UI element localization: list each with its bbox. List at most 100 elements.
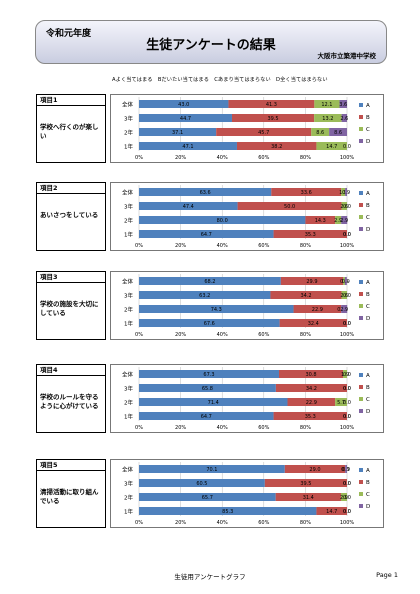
legend-label: D [366,139,370,145]
item-question: 清掃活動に取り組んでいる [40,488,99,505]
data-label: 65.7 [202,495,213,501]
item-number: 項目5 [37,460,105,471]
bar-segment-a [139,291,271,299]
legend-swatch-b [359,115,363,119]
x-tick-label: 100% [340,155,355,161]
data-label: 0.9 [340,279,348,285]
item-label-box: 項目4 学校のルールを守るように心がけている [36,364,106,433]
x-tick-label: 100% [340,332,355,338]
legend-swatch-d [359,227,363,231]
data-label: 1.9 [339,190,347,196]
x-tick-label: 20% [175,155,186,161]
item-question: 学校の施設を大切にしている [40,300,99,317]
bar-segment-a [139,114,232,122]
data-label: 47.1 [182,144,193,150]
bar-segment-b [264,479,347,487]
category-label: 1年 [124,508,133,516]
bar-segment-a [139,398,288,406]
page-number: Page 1 [376,571,398,579]
data-label: 74.3 [211,307,222,313]
legend-swatch-c [359,397,363,401]
legend-label: B [366,480,370,486]
bar-segment-c [341,291,347,299]
data-label: 2.6 [340,116,348,122]
legend-label: C [366,215,370,221]
bar-segment-a [139,370,279,378]
x-tick-label: 60% [258,155,269,161]
item-label-box: 項目2 あいさつをしている [36,182,106,251]
legend-label: C [366,397,370,403]
bar-segment-a [139,100,229,108]
legend-swatch-a [359,191,363,195]
data-label: 37.1 [172,130,183,136]
bar-segment-d [329,128,347,136]
legend-swatch-b [359,385,363,389]
data-label: 2.9 [334,218,342,224]
legend-label: A [366,191,370,197]
bar-segment-b [271,188,342,196]
bar-segment-b [275,384,347,392]
bar-segment-d [345,188,347,196]
data-label: 70.1 [206,467,217,473]
x-tick-label: 40% [217,155,228,161]
x-tick-label: 60% [258,425,269,431]
bar-segment-d [339,100,347,108]
legend-label: D [366,409,370,415]
data-label: 0.0 [343,321,351,327]
x-tick-label: 60% [258,520,269,526]
data-label: 0.9 [342,467,350,473]
bar-segment-d [345,465,347,473]
category-label: 1年 [124,320,133,328]
data-label: 63.6 [200,190,211,196]
bar-segment-b [284,465,346,473]
bar-segment-b [236,142,317,150]
category-label: 3年 [124,292,133,300]
data-label: 67.3 [203,372,214,378]
bar-segment-b [293,305,342,313]
bar-segment-a [139,128,217,136]
legend-swatch-a [359,280,363,284]
data-label: 0.0 [343,400,351,406]
bar-segment-c [316,142,347,150]
data-label: 0.9 [342,279,350,285]
stacked-bar-chart: 全体 70.1 29.0 0.0 0.9 3年 60.5 39.5 0.0 0.0 2年 65.7 31… [110,459,384,528]
data-label: 0.9 [342,190,350,196]
bar-segment-b [279,319,347,327]
x-tick-label: 0% [135,155,143,161]
x-tick-label: 80% [300,520,311,526]
legend-label: D [366,316,370,322]
bar-segment-c [311,128,330,136]
data-label: 0.0 [343,232,351,238]
x-tick-label: 20% [175,243,186,249]
legend-swatch-d [359,139,363,143]
data-label: 65.8 [202,386,213,392]
data-label: 14.3 [315,218,326,224]
bar-segment-b [287,398,336,406]
bar-segment-b [278,370,344,378]
data-label: 31.4 [303,495,314,501]
x-tick-label: 40% [217,520,228,526]
x-tick-label: 0% [135,332,143,338]
bar-segment-b [305,216,336,224]
x-tick-label: 20% [175,520,186,526]
category-label: 全体 [122,466,134,474]
x-tick-label: 100% [340,243,355,249]
page-header: 令和元年度 生徒アンケートの結果 大阪市立築港中学校 [35,20,387,64]
data-label: 2.9 [340,307,348,313]
legend-label: D [366,227,370,233]
data-label: 50.0 [284,204,295,210]
bar-segment-a [139,319,280,327]
data-label: 0.0 [343,232,351,238]
legend-swatch-b [359,203,363,207]
school-name: 大阪市立築港中学校 [317,52,377,60]
category-label: 3年 [124,115,133,123]
data-label: 34.2 [306,386,317,392]
bar-segment-d [344,277,347,285]
bar-segment-d [341,216,348,224]
data-label: 1.9 [341,372,349,378]
x-tick-label: 0% [135,520,143,526]
category-label: 2年 [124,306,133,314]
bar-segment-a [139,277,281,285]
legend-label: D [366,504,370,510]
item-label-box: 項目5 清掃活動に取り組んでいる [36,459,106,528]
